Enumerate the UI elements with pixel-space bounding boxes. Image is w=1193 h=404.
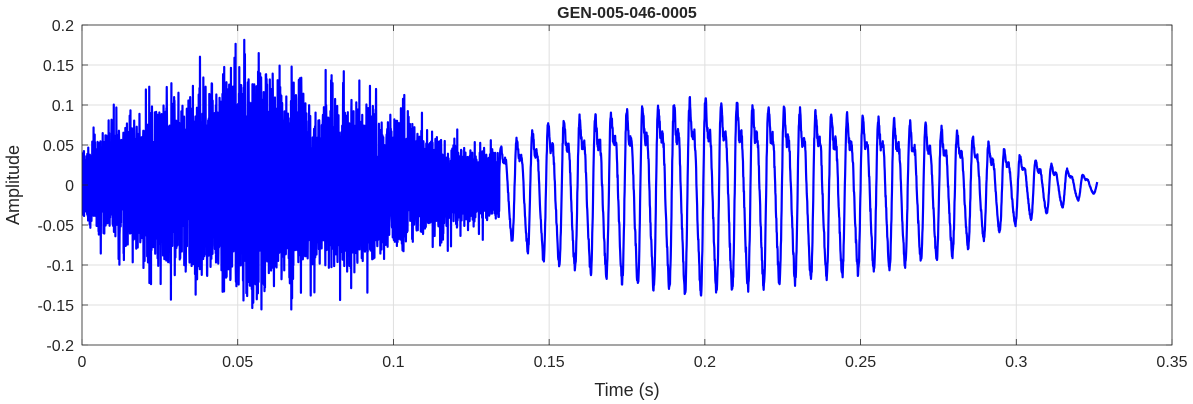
series-lines: [82, 38, 1099, 311]
y-tick-label: 0.1: [52, 98, 74, 115]
ticks: [81, 24, 1173, 346]
x-tick-label: 0.05: [222, 354, 253, 371]
tick-labels: 0 0.05 0.1 0.15 0.2 0.25 0.3 0.35 -0.2 -0.15 -0.1 -…: [38, 18, 1188, 371]
x-tick-label: 0: [78, 354, 87, 371]
x-tick-label: 0.25: [845, 354, 876, 371]
x-tick-label: 0.2: [694, 354, 716, 371]
y-tick-label: -0.1: [46, 258, 74, 275]
y-tick-label: -0.2: [46, 338, 74, 355]
y-tick-label: 0.05: [43, 138, 74, 155]
x-tick-label: 0.3: [1005, 354, 1027, 371]
amplitude-series-line: [82, 38, 1099, 311]
y-tick-label: 0: [65, 178, 74, 195]
y-tick-label: 0.15: [43, 58, 74, 75]
y-axis-label: Amplitude: [3, 145, 23, 225]
x-tick-label: 0.15: [534, 354, 565, 371]
x-tick-label: 0.1: [382, 354, 404, 371]
y-tick-label: 0.2: [52, 18, 74, 35]
x-tick-label: 0.35: [1156, 354, 1187, 371]
chart-title: GEN-005-046-0005: [557, 5, 697, 22]
x-axis-label: Time (s): [594, 380, 659, 400]
y-tick-label: -0.05: [38, 218, 75, 235]
y-tick-label: -0.15: [38, 298, 75, 315]
